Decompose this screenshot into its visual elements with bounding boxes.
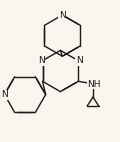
Text: N: N bbox=[38, 56, 45, 65]
Text: N: N bbox=[59, 11, 66, 19]
Text: NH: NH bbox=[87, 80, 101, 89]
Text: N: N bbox=[76, 56, 83, 65]
Text: N: N bbox=[1, 90, 8, 99]
